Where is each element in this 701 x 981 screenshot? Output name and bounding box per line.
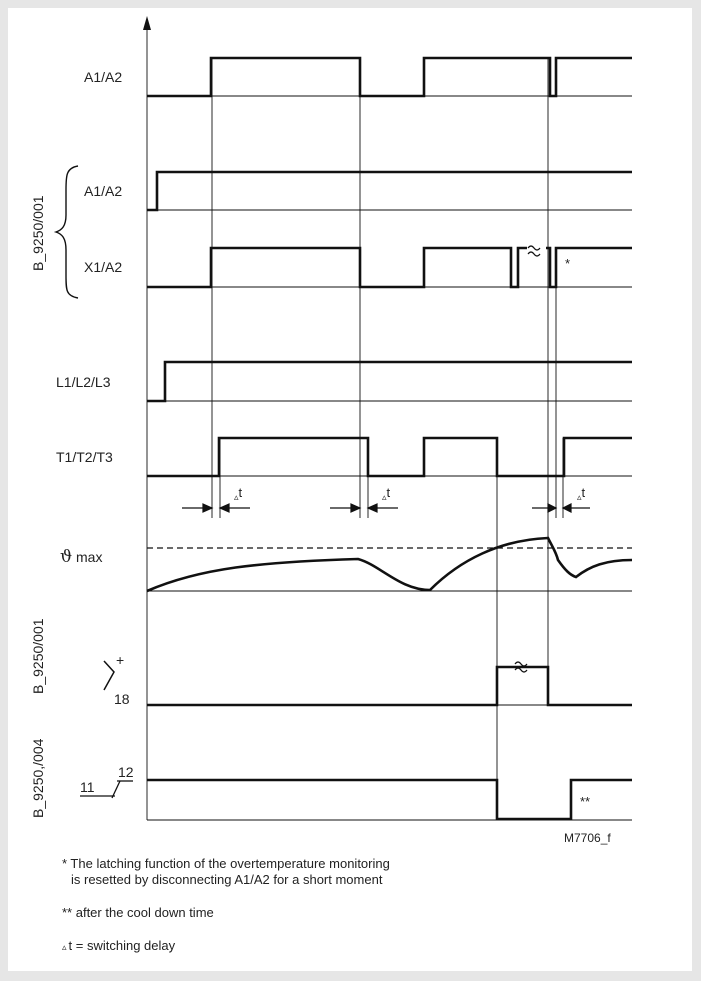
trace-a1a2 [147, 170, 632, 212]
trace-contact-18 [147, 665, 632, 707]
footnote-2: ** after the cool down time [62, 905, 214, 920]
star-marker: * [565, 256, 570, 271]
label-theta-max: max [76, 549, 102, 565]
delta-t-arrows [182, 503, 590, 513]
break-mark-x1a2 [527, 245, 541, 257]
axis-arrow [143, 16, 151, 30]
label-l1l2l3: L1/L2/L3 [56, 374, 111, 390]
break-mark-contact-18 [514, 661, 528, 673]
group-label-b9250-001-bottom: B_9250/001 [30, 618, 46, 694]
delta-t-label-1: ▵t [234, 485, 243, 502]
label-x1a2: X1/A2 [84, 259, 122, 275]
figure-id: M7706_f [564, 831, 611, 845]
group-brace [53, 165, 79, 299]
label-theta-symbol: ϑ [60, 547, 72, 567]
delta-t-label-2: ▵t [382, 485, 391, 502]
footnote-3: ▵ t = switching delay [62, 938, 176, 953]
label-t1t2t3: T1/T2/T3 [56, 449, 113, 465]
trace-temperature [146, 536, 633, 593]
make-contact-symbol [103, 660, 115, 691]
label-a1a2: A1/A2 [84, 183, 122, 199]
footnote-1-line-2: is resetted by disconnecting A1/A2 for a… [71, 872, 383, 887]
timing-diagram-panel [8, 8, 692, 971]
contact-11-label: 11 [80, 779, 95, 795]
group-label-b9250-004: B_9250,/004 [30, 738, 46, 818]
contact-plus: + [116, 652, 124, 668]
trace-contact-11-12 [147, 778, 632, 821]
label-a1a2-top: A1/A2 [84, 69, 122, 85]
trace-l1l2l3 [147, 360, 632, 403]
delta-t-label-3: ▵t [577, 485, 586, 502]
contact-12-label: 12 [118, 764, 134, 780]
trace-a1a2-top [147, 56, 632, 98]
contact-18-label: 18 [114, 691, 130, 707]
footnote-1-line-1: * The latching function of the overtempe… [62, 856, 390, 871]
double-star-marker: ** [580, 794, 590, 809]
trace-x1a2 [147, 246, 632, 289]
group-label-b9250-001-top: B_9250/001 [30, 195, 46, 271]
trace-t1t2t3 [147, 436, 632, 478]
changeover-contact-symbol [80, 780, 133, 799]
